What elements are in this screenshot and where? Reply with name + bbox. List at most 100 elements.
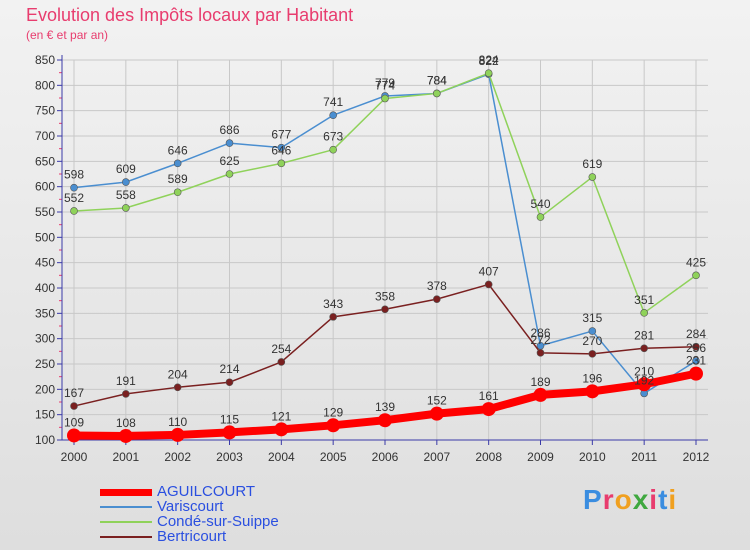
logo-letter: t: [658, 484, 669, 515]
data-label-bertricourt: 214: [219, 362, 239, 376]
data-label-bertricourt: 254: [271, 342, 291, 356]
logo-letter: r: [602, 484, 615, 515]
y-tick-label: 100: [35, 433, 55, 447]
data-point-conde-sur-suippe: [225, 170, 234, 178]
x-tick-label: 2001: [112, 450, 139, 464]
data-label-aguilcourt: 210: [634, 364, 654, 378]
data-point-bertricourt: [381, 305, 389, 314]
data-point-variscourt: [225, 139, 234, 147]
data-label-bertricourt: 281: [634, 328, 654, 342]
legend-label-aguilcourt: AGUILCOURT: [157, 483, 256, 500]
data-label-variscourt: 256: [686, 341, 706, 355]
y-tick-label: 550: [35, 205, 55, 219]
data-point-conde-sur-suippe: [536, 213, 545, 221]
data-point-conde-sur-suippe: [484, 69, 493, 77]
y-tick-label: 300: [35, 332, 55, 346]
x-tick-label: 2009: [527, 450, 554, 464]
data-point-variscourt: [692, 357, 700, 365]
data-label-variscourt: 686: [219, 123, 239, 137]
x-tick-label: 2006: [372, 450, 399, 464]
data-label-aguilcourt: 139: [375, 400, 395, 414]
data-label-conde-sur-suippe: 619: [582, 157, 602, 171]
data-label-conde-sur-suippe: 351: [634, 293, 654, 307]
data-label-bertricourt: 343: [323, 297, 343, 311]
data-label-bertricourt: 191: [116, 374, 136, 388]
y-tick-label: 250: [35, 357, 55, 371]
data-point-aguilcourt: [481, 402, 496, 417]
data-point-bertricourt: [588, 350, 597, 358]
legend-swatch-bertricourt: [100, 536, 152, 539]
x-tick-label: 2011: [631, 450, 657, 464]
data-point-aguilcourt: [585, 384, 600, 399]
data-point-bertricourt: [692, 342, 700, 351]
data-label-aguilcourt: 129: [323, 405, 343, 419]
data-label-conde-sur-suippe: 589: [168, 172, 188, 186]
legend-label-bertricourt: Bertricourt: [157, 528, 227, 545]
data-point-aguilcourt: [67, 428, 81, 443]
data-label-conde-sur-suippe: 425: [686, 255, 706, 269]
data-point-aguilcourt: [533, 387, 548, 402]
data-point-conde-sur-suippe: [692, 271, 700, 280]
data-point-bertricourt: [484, 280, 493, 289]
y-tick-label: 650: [35, 154, 55, 168]
data-label-conde-sur-suippe: 552: [64, 191, 84, 205]
data-point-bertricourt: [173, 383, 182, 392]
data-point-aguilcourt: [274, 422, 289, 437]
data-point-aguilcourt: [222, 425, 237, 440]
y-tick-label: 200: [35, 382, 55, 396]
data-label-variscourt: 646: [168, 143, 188, 157]
data-point-conde-sur-suippe: [381, 94, 389, 103]
legend-label-variscourt: Variscourt: [157, 498, 224, 515]
data-point-bertricourt: [70, 402, 78, 410]
x-tick-label: 2007: [423, 450, 450, 464]
logo-letter: i: [649, 484, 659, 515]
legend-item-aguilcourt: AGUILCOURT: [100, 484, 279, 499]
data-label-bertricourt: 204: [168, 367, 188, 381]
legend-item-conde-sur-suippe: Condé-sur-Suippe: [100, 514, 279, 529]
y-tick-label: 400: [35, 281, 55, 295]
legend-swatch-conde-sur-suippe: [100, 521, 152, 524]
data-point-bertricourt: [329, 313, 337, 321]
chart-title: Evolution des Impôts locaux par Habitant: [26, 5, 354, 25]
data-label-bertricourt: 358: [375, 289, 395, 303]
data-point-aguilcourt: [170, 427, 185, 442]
legend-item-bertricourt: Bertricourt: [100, 529, 279, 544]
data-point-aguilcourt: [689, 366, 703, 381]
x-tick-label: 2012: [683, 450, 710, 464]
data-point-variscourt: [173, 159, 182, 168]
data-label-aguilcourt: 196: [582, 371, 602, 385]
data-point-conde-sur-suippe: [122, 204, 130, 212]
logo-letter: x: [632, 484, 650, 515]
data-label-aguilcourt: 121: [271, 409, 291, 423]
y-tick-label: 850: [35, 53, 55, 67]
data-label-variscourt: 779: [375, 76, 395, 90]
data-point-variscourt: [588, 327, 597, 335]
x-tick-label: 2008: [475, 450, 502, 464]
data-label-variscourt: 822: [479, 54, 499, 68]
data-label-aguilcourt: 108: [116, 416, 136, 430]
data-label-bertricourt: 378: [427, 279, 447, 293]
data-point-conde-sur-suippe: [329, 145, 337, 154]
y-tick-label: 150: [35, 408, 55, 422]
data-label-variscourt: 315: [582, 311, 602, 325]
data-point-bertricourt: [277, 358, 286, 366]
data-point-aguilcourt: [326, 418, 341, 433]
y-tick-label: 500: [35, 230, 55, 244]
data-label-aguilcourt: 109: [64, 415, 84, 429]
data-label-aguilcourt: 152: [427, 394, 447, 408]
data-label-aguilcourt: 231: [686, 354, 706, 368]
y-tick-label: 700: [35, 129, 55, 143]
data-point-variscourt: [329, 111, 337, 120]
data-label-aguilcourt: 189: [530, 375, 550, 389]
data-point-bertricourt: [640, 344, 648, 353]
data-label-aguilcourt: 115: [220, 412, 239, 426]
x-tick-label: 2000: [61, 450, 88, 464]
data-label-conde-sur-suippe: 774: [375, 79, 395, 93]
data-label-conde-sur-suippe: 824: [479, 53, 499, 67]
data-label-conde-sur-suippe: 540: [530, 197, 550, 211]
data-point-bertricourt: [225, 378, 234, 387]
data-label-bertricourt: 284: [686, 327, 706, 341]
data-label-variscourt: 677: [271, 128, 291, 142]
chart-subtitle: (en € et par an): [26, 28, 109, 42]
